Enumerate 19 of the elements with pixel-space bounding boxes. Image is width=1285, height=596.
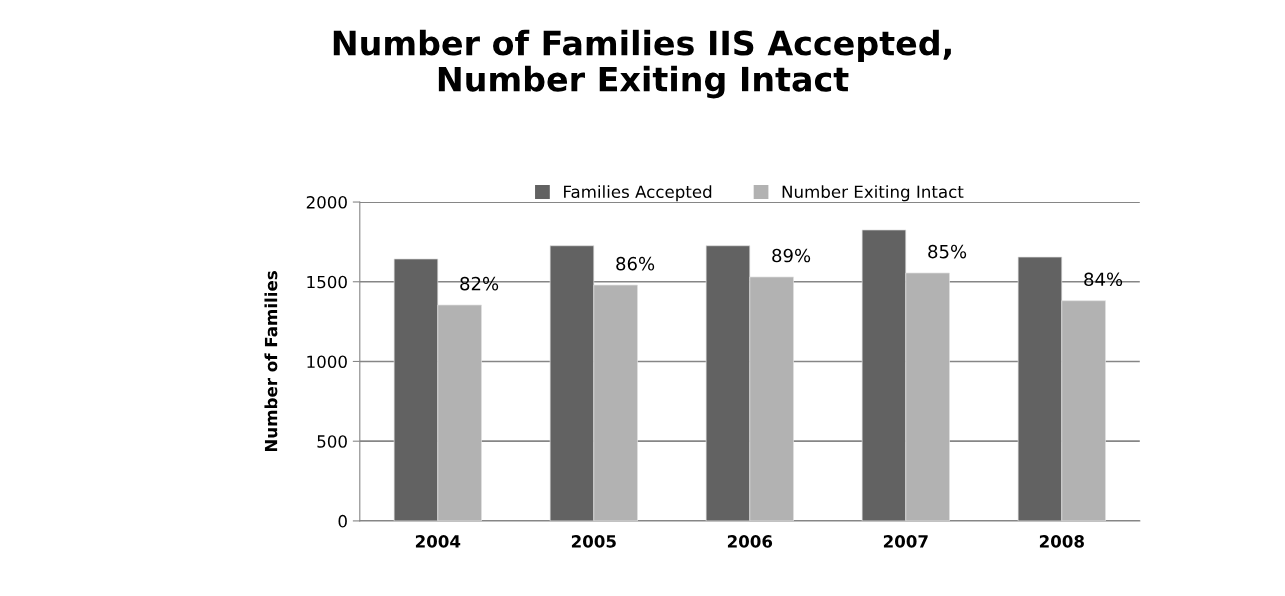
y-axis-title: Number of Families [264,271,278,452]
legend-label: Number Exiting Intact [782,185,964,202]
annotation: 85% [928,244,967,259]
annotation: 82% [460,276,499,291]
y-tick-label: 2000 [306,196,347,209]
y-tick-label: 500 [317,435,347,448]
y-tick-label: 1000 [307,355,347,369]
y-tick-label: 0 [338,514,347,528]
annotation: 84% [1084,272,1123,287]
legend-label: Families Accepted [564,185,712,202]
x-tick-label: 2005 [571,535,616,548]
x-tick-label: 2006 [727,535,773,548]
chart-title: Number of Families IIS Accepted, Number Exiting Intact [333,29,951,99]
x-tick-label: 2008 [1039,535,1084,548]
x-tick-label: 2004 [415,535,461,548]
annotation: 86% [616,256,655,271]
x-tick-label: 2007 [883,535,928,548]
y-tick-label: 1500 [307,275,347,289]
annotation: 89% [772,248,811,263]
